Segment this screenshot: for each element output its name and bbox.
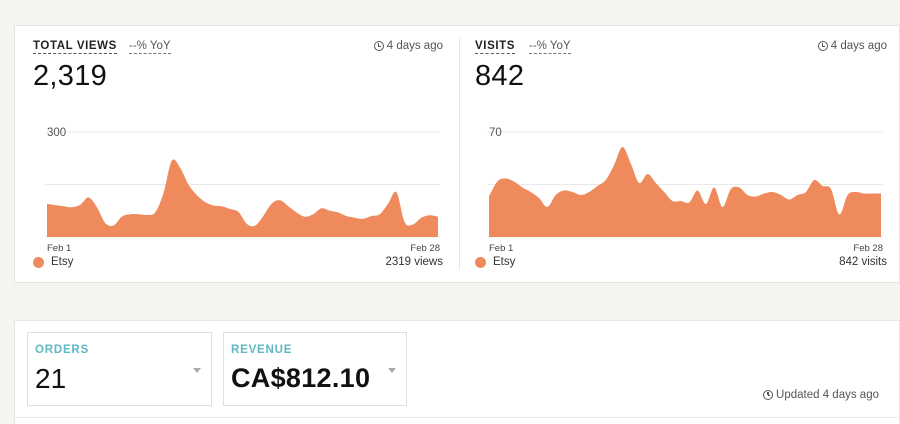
visits-card: VISITS --% YoY 4 days ago 842 70 Feb 1 Feb…	[475, 26, 887, 282]
y-tick-label: 70	[489, 127, 502, 139]
divider	[15, 417, 899, 418]
updated-text: Updated 4 days ago	[776, 389, 879, 401]
yoy-toggle[interactable]: --% YoY	[529, 40, 571, 54]
x-tick-label: Feb 1	[489, 243, 513, 254]
card-header: VISITS --% YoY 4 days ago	[475, 40, 887, 56]
caret-down-icon[interactable]	[388, 368, 396, 373]
series-area-etsy[interactable]	[47, 159, 438, 237]
orders-revenue-panel: ORDERS 21 REVENUE CA$812.10 Updated 4 da…	[14, 320, 900, 424]
caret-down-icon[interactable]	[193, 368, 201, 373]
orders-label: ORDERS	[35, 344, 90, 356]
total-views-value: 2,319	[33, 60, 108, 92]
revenue-label: REVENUE	[231, 344, 293, 356]
divider	[459, 38, 460, 270]
total-views-card: TOTAL VIEWS --% YoY 4 days ago 2,319 300…	[33, 26, 443, 282]
revenue-metric[interactable]: REVENUE CA$812.10	[223, 332, 407, 406]
revenue-value: CA$812.10	[231, 363, 371, 393]
y-tick-label: 300	[47, 127, 66, 139]
card-header: TOTAL VIEWS --% YoY 4 days ago	[33, 40, 443, 56]
card-title[interactable]: VISITS	[475, 40, 516, 54]
clock-icon	[373, 41, 384, 51]
x-tick-label: Feb 1	[47, 243, 71, 254]
clock-icon	[817, 41, 828, 51]
views-chart[interactable]: 300 Feb 1 Feb 28	[33, 112, 443, 262]
card-title[interactable]: TOTAL VIEWS	[33, 40, 117, 54]
chart-legend: Etsy 2319 views	[33, 256, 443, 272]
updated-status: Updated 4 days ago	[763, 389, 879, 401]
x-tick-label: Feb 28	[853, 243, 883, 254]
last-updated: 4 days ago	[373, 40, 443, 52]
visits-chart-svg: 70 Feb 1 Feb 28	[487, 127, 883, 254]
last-updated-text: 4 days ago	[386, 40, 443, 52]
views-chart-svg: 300 Feb 1 Feb 28	[45, 127, 440, 254]
clock-icon	[763, 390, 774, 400]
series-area-etsy[interactable]	[489, 146, 881, 237]
orders-value: 21	[35, 363, 67, 394]
orders-metric[interactable]: ORDERS 21	[27, 332, 212, 406]
legend-total: 2319 views	[385, 256, 443, 268]
chart-legend: Etsy 842 visits	[475, 256, 887, 272]
visits-value: 842	[475, 60, 525, 92]
legend-label: Etsy	[51, 256, 74, 268]
legend-swatch	[475, 257, 486, 268]
yoy-toggle[interactable]: --% YoY	[129, 40, 171, 54]
last-updated: 4 days ago	[817, 40, 887, 52]
legend-label: Etsy	[493, 256, 516, 268]
last-updated-text: 4 days ago	[830, 40, 887, 52]
legend-total: 842 visits	[839, 256, 887, 268]
x-tick-label: Feb 28	[410, 243, 440, 254]
stats-panel: TOTAL VIEWS --% YoY 4 days ago 2,319 300…	[14, 25, 900, 283]
legend-swatch	[33, 257, 44, 268]
visits-chart[interactable]: 70 Feb 1 Feb 28	[475, 112, 887, 262]
